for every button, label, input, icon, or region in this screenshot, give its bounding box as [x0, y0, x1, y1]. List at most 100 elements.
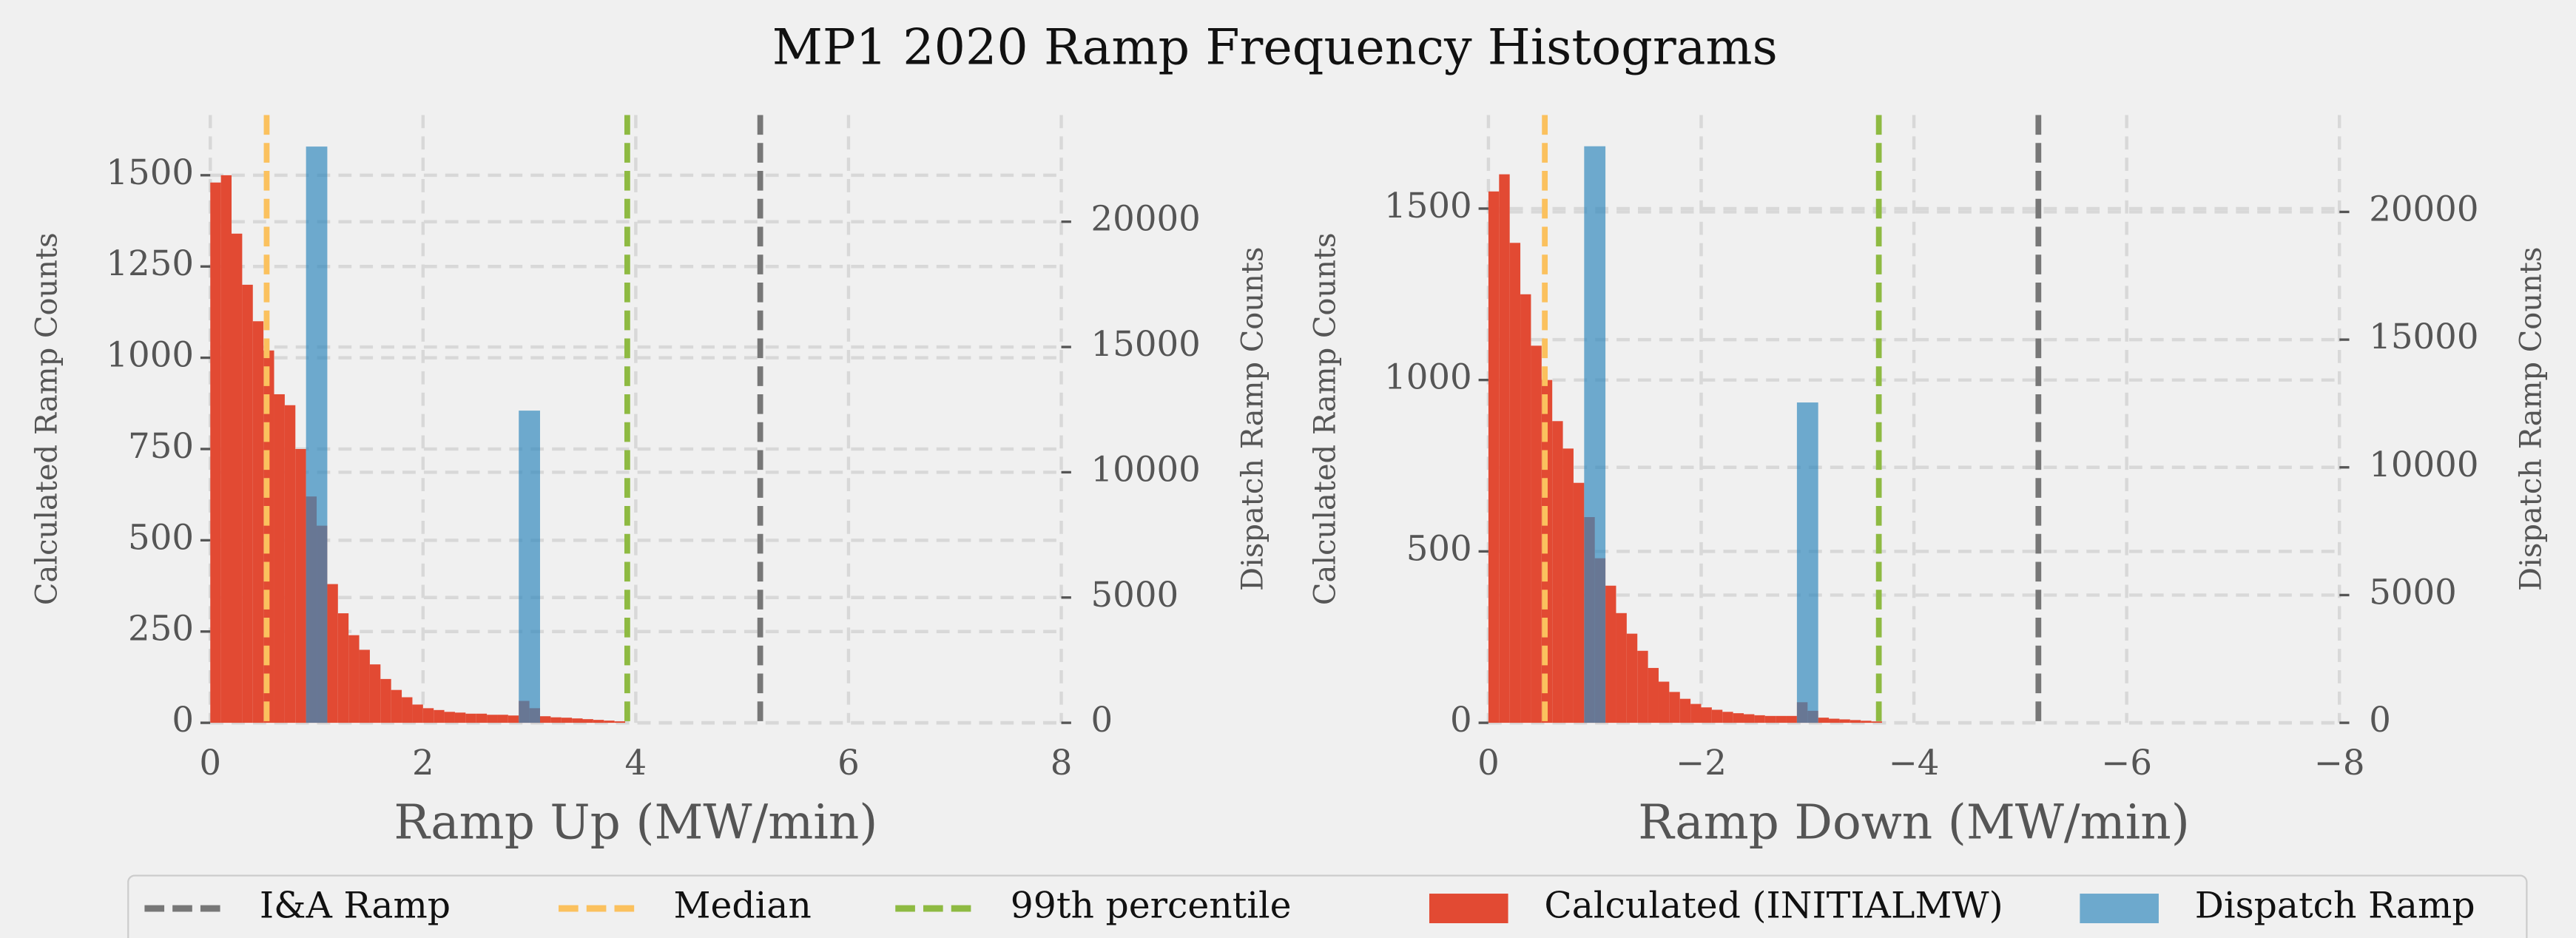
histogram-bar	[434, 709, 445, 723]
legend-swatch	[1429, 894, 1508, 924]
y2-tick-label: 15000	[1091, 324, 1201, 364]
histogram-bar	[1701, 707, 1712, 723]
histogram-bar	[1679, 698, 1691, 723]
y-tick-label: 1000	[106, 335, 194, 375]
y-tick-label: 250	[128, 609, 194, 649]
histogram-bar	[391, 689, 402, 723]
histogram-bar	[1850, 720, 1861, 723]
y2-axis-label: Dispatch Ramp Counts	[1236, 247, 1270, 591]
legend-label: I&A Ramp	[260, 885, 451, 927]
histogram-bar	[561, 718, 573, 723]
x-tick-label: −6	[2101, 743, 2152, 783]
y-axis-label: Calculated Ramp Counts	[30, 232, 64, 605]
histogram-bar	[1754, 715, 1765, 723]
histogram-bar	[422, 708, 434, 723]
y2-tick-label: 0	[1091, 700, 1113, 740]
histogram-bar	[614, 721, 626, 723]
x-axis-label: Ramp Up (MW/min)	[394, 794, 877, 850]
histogram-bar	[284, 405, 296, 723]
y2-tick-label: 5000	[1091, 575, 1179, 615]
y2-tick-label: 10000	[1091, 449, 1201, 489]
y-tick-label: 1500	[1384, 186, 1472, 226]
x-tick-label: 8	[1051, 743, 1073, 783]
legend-label: Dispatch Ramp	[2195, 885, 2475, 927]
histogram-bar	[1829, 718, 1840, 723]
histogram-bar	[539, 716, 551, 723]
histogram-bar	[444, 712, 455, 723]
histogram-bar	[1626, 633, 1638, 723]
histogram-bar	[1669, 692, 1680, 723]
histogram-bar	[1499, 174, 1510, 723]
histogram-bar	[306, 146, 328, 723]
histogram-bar	[497, 715, 508, 723]
histogram-bar	[412, 704, 423, 723]
histogram-bar	[1488, 191, 1500, 723]
histogram-bar	[519, 411, 540, 723]
histogram-bar	[476, 713, 488, 723]
histogram-bar	[1839, 719, 1850, 723]
legend-label: 99th percentile	[1011, 885, 1292, 927]
histogram-bar	[242, 284, 253, 723]
histogram-bar	[1871, 721, 1882, 723]
histogram-bar	[1637, 650, 1648, 723]
histogram-bar	[220, 175, 232, 723]
y-axis-label: Calculated Ramp Counts	[1308, 232, 1342, 605]
legend-swatch	[2080, 894, 2159, 924]
histogram-bar	[1733, 713, 1744, 723]
y2-tick-label: 20000	[1091, 199, 1201, 239]
histogram-bar	[1584, 146, 1606, 723]
y2-tick-label: 5000	[2369, 572, 2457, 612]
histogram-bar	[1552, 421, 1563, 723]
y-tick-label: 0	[1450, 700, 1472, 740]
histogram-bar	[508, 715, 519, 723]
x-tick-label: −2	[1676, 743, 1727, 783]
figure-title: MP1 2020 Ramp Frequency Histograms	[772, 18, 1778, 75]
histogram-bar	[550, 717, 562, 723]
histogram-bar	[1531, 345, 1542, 723]
x-tick-label: 0	[199, 743, 221, 783]
legend-box	[127, 874, 2528, 938]
histogram-bar	[572, 718, 583, 723]
y-tick-label: 1000	[1384, 357, 1472, 397]
x-tick-label: 4	[625, 743, 647, 783]
histogram-bar	[1648, 667, 1659, 723]
y2-axis-label: Dispatch Ramp Counts	[2514, 247, 2548, 591]
y-tick-label: 1250	[106, 243, 194, 283]
histogram-bar	[593, 720, 604, 723]
histogram-bar	[232, 233, 243, 723]
histogram-bar	[454, 712, 466, 723]
histogram-bar	[327, 584, 338, 723]
histogram-bar	[252, 321, 264, 723]
histogram-bar	[1796, 402, 1818, 723]
histogram-bar	[1744, 714, 1755, 723]
y2-tick-label: 15000	[2369, 317, 2478, 357]
histogram-bar	[1605, 585, 1616, 723]
x-tick-label: −4	[1889, 743, 1940, 783]
histogram-bar	[604, 721, 615, 723]
histogram-bar	[402, 697, 413, 723]
histogram-bar	[1764, 715, 1776, 723]
x-tick-label: 6	[837, 743, 860, 783]
histogram-bar	[1722, 712, 1733, 723]
histogram-bar	[210, 182, 221, 723]
y-tick-label: 0	[172, 700, 194, 740]
y-tick-label: 1500	[106, 152, 194, 192]
y2-tick-label: 0	[2369, 700, 2391, 740]
histogram-bar	[380, 678, 391, 723]
histogram-bar	[1861, 721, 1872, 723]
histogram-bar	[465, 713, 476, 723]
y-tick-label: 500	[1406, 528, 1472, 568]
histogram-bar	[348, 635, 360, 723]
histogram-bar	[1562, 448, 1574, 723]
histogram-bar	[582, 719, 593, 723]
histogram-bar	[487, 715, 498, 723]
x-tick-label: 0	[1477, 743, 1500, 783]
histogram-bar	[1711, 709, 1723, 723]
y2-tick-label: 20000	[2369, 189, 2478, 229]
histogram-bar	[295, 448, 306, 723]
histogram-bar	[1818, 718, 1830, 723]
legend-label: Median	[673, 885, 811, 927]
